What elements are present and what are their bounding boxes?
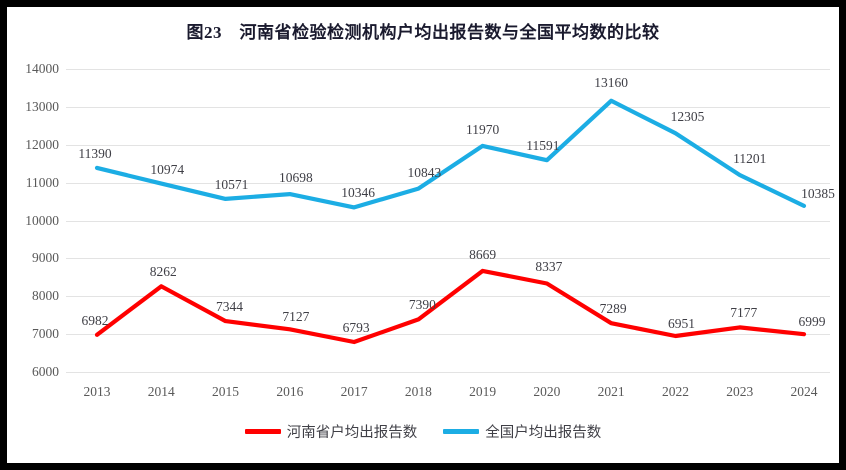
- y-axis-tick-label: 14000: [25, 61, 59, 76]
- data-label-national: 11970: [466, 121, 500, 137]
- x-axis-tick-label: 2015: [212, 384, 240, 399]
- data-label-national: 12305: [670, 109, 705, 125]
- data-label-henan: 7177: [730, 305, 758, 321]
- gridline: [66, 107, 830, 108]
- line-henan: [94, 268, 807, 345]
- gridline: [66, 334, 830, 335]
- data-label-henan: 6793: [342, 319, 370, 335]
- y-axis-tick-label: 7000: [32, 326, 59, 342]
- data-label-national: 11591: [526, 138, 560, 154]
- x-axis-tick-label: 2020: [533, 384, 561, 399]
- x-axis-tick-label: 2019: [469, 384, 497, 399]
- x-axis-tick-label: 2013: [83, 384, 111, 399]
- data-label-national: 13160: [594, 74, 629, 90]
- y-axis-tick-label: 8000: [32, 288, 59, 304]
- x-axis-tick-label: 2021: [597, 384, 625, 399]
- x-axis-tick-label: 2014: [147, 384, 175, 399]
- y-axis-tick-label: 12000: [25, 136, 59, 152]
- gridline: [66, 372, 830, 373]
- data-label-henan: 8262: [149, 264, 177, 280]
- data-label-henan: 6982: [81, 312, 109, 328]
- line-national: [94, 98, 807, 210]
- gridline: [66, 258, 830, 259]
- x-axis-tick-label: 2017: [340, 384, 368, 399]
- legend-swatch-national: [443, 429, 480, 434]
- data-label-henan: 7289: [599, 301, 627, 317]
- page-title: 图23 河南省检验检测机构户均出报告数与全国平均数的比较: [186, 23, 660, 42]
- legend-label-national: 全国户均出报告数: [485, 425, 602, 441]
- x-axis-tick-label: 2022: [661, 384, 689, 399]
- x-axis-tick-label: 2018: [404, 384, 432, 399]
- data-label-national: 10385: [801, 185, 835, 201]
- plot-area: 14000 13000 12000 11000 10000 9000 8000 7000 600…: [7, 7, 839, 463]
- data-label-national: 10974: [150, 161, 185, 177]
- y-axis-tick-label: 9000: [32, 250, 59, 266]
- legend-item-henan[interactable]: 河南省户均出报告数: [244, 421, 418, 442]
- chart-canvas: 图23 河南省检验检测机构户均出报告数与全国平均数的比较 14000 13000 1…: [7, 7, 839, 463]
- data-label-henan: 7390: [408, 297, 436, 313]
- y-axis-tick-label: 13000: [25, 98, 59, 114]
- data-label-henan: 7344: [216, 299, 244, 315]
- data-label-henan: 6999: [798, 314, 826, 330]
- x-axis-tick-label: 2023: [726, 384, 754, 399]
- series-lines: [94, 98, 807, 345]
- gridline: [66, 69, 830, 70]
- chart-legend: 河南省户均出报告数 全国户均出报告数: [7, 421, 839, 442]
- data-label-henan: 7127: [282, 309, 310, 325]
- data-label-national: 10698: [278, 170, 313, 186]
- x-axis-tick-label: 2024: [790, 384, 818, 399]
- gridline: [66, 183, 830, 184]
- data-label-henan: 8669: [469, 246, 497, 262]
- y-axis-tick-label: 10000: [25, 212, 59, 228]
- gridline: [66, 221, 830, 222]
- y-axis-tick-label: 11000: [25, 174, 59, 190]
- data-label-national: 11201: [733, 151, 767, 166]
- y-axis-tick-label: 6000: [32, 364, 59, 379]
- data-label-national: 10843: [407, 164, 442, 180]
- data-label-national: 11390: [78, 145, 112, 161]
- data-label-henan: 6951: [667, 315, 695, 331]
- data-label-henan: 8337: [535, 259, 563, 275]
- legend-label-henan: 河南省户均出报告数: [286, 425, 418, 441]
- data-label-national: 10346: [341, 185, 375, 201]
- x-axis-tick-label: 2016: [276, 384, 304, 399]
- legend-swatch-henan: [244, 429, 281, 434]
- data-label-national: 10571: [214, 176, 249, 192]
- legend-item-national[interactable]: 全国户均出报告数: [443, 421, 601, 442]
- gridline: [66, 145, 830, 146]
